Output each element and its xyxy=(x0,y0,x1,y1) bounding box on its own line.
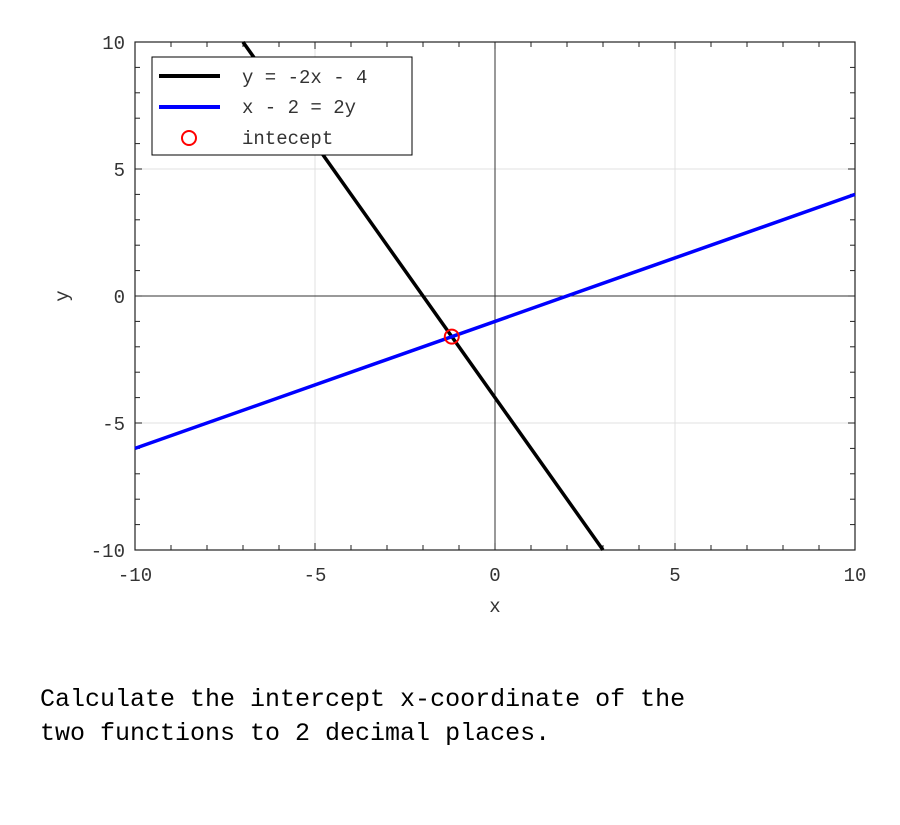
y-axis-label: y xyxy=(52,290,74,301)
x-tick-label: -10 xyxy=(118,565,152,587)
x-tick-label: 5 xyxy=(669,565,680,587)
legend: y = -2x - 4 x - 2 = 2y intecept xyxy=(151,56,413,156)
x-tick-label: 10 xyxy=(844,565,867,587)
series-line-1 xyxy=(134,192,856,451)
legend-label-1: x - 2 = 2y xyxy=(242,97,356,119)
legend-label-0: y = -2x - 4 xyxy=(242,67,367,89)
legend-label-2: intecept xyxy=(242,128,333,150)
intercept-marker xyxy=(443,328,460,345)
y-tick-label: -5 xyxy=(102,414,125,436)
question-text: Calculate the intercept x-coordinate of … xyxy=(40,685,686,748)
y-tick-label: 5 xyxy=(114,160,125,182)
chart: -10 -5 0 5 10 -10 -5 0 5 10 x y y = -2x - 4 x - 2… xyxy=(52,33,867,618)
y-tick-label: 0 xyxy=(114,287,125,309)
x-axis-label: x xyxy=(489,596,500,618)
y-tick-label: 10 xyxy=(102,33,125,55)
tick-labels: -10 -5 0 5 10 -10 -5 0 5 10 xyxy=(91,33,867,587)
x-tick-label: -5 xyxy=(304,565,327,587)
legend-marker-2 xyxy=(181,130,197,146)
axes xyxy=(134,41,856,551)
y-tick-label: -10 xyxy=(91,541,125,563)
x-tick-label: 0 xyxy=(489,565,500,587)
